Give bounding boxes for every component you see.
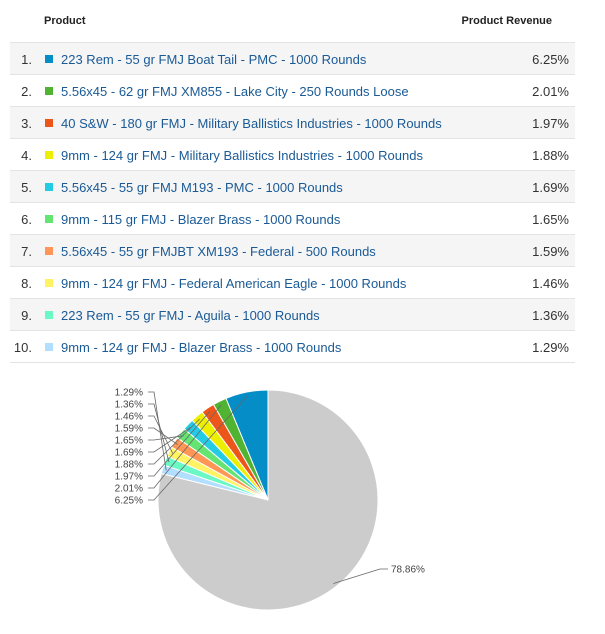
revenue-value: 1.36% <box>532 308 569 323</box>
slice-leader-line <box>148 395 248 501</box>
product-link[interactable]: 5.56x45 - 55 gr FMJBT XM193 - Federal - … <box>61 244 376 259</box>
color-swatch <box>45 55 53 63</box>
color-swatch <box>45 311 53 319</box>
table-row: 2. 5.56x45 - 62 gr FMJ XM855 - Lake City… <box>10 74 575 106</box>
color-swatch <box>45 215 53 223</box>
product-table: 1. 223 Rem - 55 gr FMJ Boat Tail - PMC -… <box>10 42 575 363</box>
product-link[interactable]: 40 S&W - 180 gr FMJ - Military Ballistic… <box>61 116 442 131</box>
table-row: 9. 223 Rem - 55 gr FMJ - Aguila - 1000 R… <box>10 298 575 330</box>
product-link[interactable]: 223 Rem - 55 gr FMJ Boat Tail - PMC - 10… <box>61 52 367 67</box>
revenue-value: 1.46% <box>532 276 569 291</box>
row-index: 1. <box>21 52 32 67</box>
slice-leader-line <box>148 391 167 471</box>
slice-leader-line <box>148 427 178 445</box>
slice-label: 6.25% <box>115 496 143 507</box>
table-row: 1. 223 Rem - 55 gr FMJ Boat Tail - PMC -… <box>10 42 575 74</box>
revenue-value: 1.59% <box>532 244 569 259</box>
slice-label: 1.46% <box>115 412 143 423</box>
product-link[interactable]: 9mm - 124 gr FMJ - Military Ballistics I… <box>61 148 423 163</box>
row-index: 7. <box>21 244 32 259</box>
table-row: 7. 5.56x45 - 55 gr FMJBT XM193 - Federal… <box>10 234 575 266</box>
slice-label: 1.65% <box>115 436 143 447</box>
slice-label: 1.29% <box>115 388 143 399</box>
slice-label: 2.01% <box>115 484 143 495</box>
color-swatch <box>45 247 53 255</box>
row-index: 6. <box>21 212 32 227</box>
slice-leader-line <box>148 404 222 489</box>
revenue-value: 6.25% <box>532 52 569 67</box>
slice-label: 1.97% <box>115 472 143 483</box>
slice-label: 78.86% <box>391 565 425 576</box>
table-row: 8. 9mm - 124 gr FMJ - Federal American E… <box>10 266 575 298</box>
slice-leader-line <box>148 418 200 465</box>
slice-label: 1.36% <box>115 400 143 411</box>
color-swatch <box>45 119 53 127</box>
column-header-product: Product <box>44 15 86 27</box>
table-row: 4. 9mm - 124 gr FMJ - Military Ballistic… <box>10 138 575 170</box>
slice-label: 1.88% <box>115 460 143 471</box>
slice-leader-line <box>148 435 184 441</box>
product-link[interactable]: 9mm - 115 gr FMJ - Blazer Brass - 1000 R… <box>61 212 341 227</box>
color-swatch <box>45 279 53 287</box>
pie-slice[interactable] <box>157 389 379 611</box>
revenue-value: 1.65% <box>532 212 569 227</box>
product-link[interactable]: 9mm - 124 gr FMJ - Blazer Brass - 1000 R… <box>61 340 342 355</box>
row-index: 10. <box>13 340 32 355</box>
table-row: 10. 9mm - 124 gr FMJ - Blazer Brass - 10… <box>10 330 575 363</box>
row-index: 5. <box>21 180 32 195</box>
revenue-value: 1.69% <box>532 180 569 195</box>
slice-label: 1.59% <box>115 424 143 435</box>
color-swatch <box>45 87 53 95</box>
slice-leader-line <box>148 426 192 453</box>
slice-leader-line <box>148 411 211 477</box>
revenue-value: 1.29% <box>532 340 569 355</box>
table-row: 3. 40 S&W - 180 gr FMJ - Military Ballis… <box>10 106 575 138</box>
product-link[interactable]: 223 Rem - 55 gr FMJ - Aguila - 1000 Roun… <box>61 308 320 323</box>
revenue-pie-chart: 6.25%2.01%1.97%1.88%1.69%1.65%1.59%1.46%… <box>115 388 425 611</box>
color-swatch <box>45 151 53 159</box>
row-index: 2. <box>21 84 32 99</box>
slice-leader-line <box>148 415 174 454</box>
row-index: 3. <box>21 116 32 131</box>
row-index: 4. <box>21 148 32 163</box>
product-link[interactable]: 9mm - 124 gr FMJ - Federal American Eagl… <box>61 276 407 291</box>
slice-leader-line <box>148 403 170 463</box>
column-header-product-revenue: Product Revenue <box>461 15 552 27</box>
revenue-value: 1.88% <box>532 148 569 163</box>
row-index: 9. <box>21 308 32 323</box>
color-swatch <box>45 183 53 191</box>
slice-label: 1.69% <box>115 448 143 459</box>
slice-leader-line <box>333 568 388 584</box>
row-index: 8. <box>21 276 32 291</box>
revenue-value: 1.97% <box>532 116 569 131</box>
revenue-value: 2.01% <box>532 84 569 99</box>
color-swatch <box>45 343 53 351</box>
product-link[interactable]: 5.56x45 - 55 gr FMJ M193 - PMC - 1000 Ro… <box>61 180 343 195</box>
table-row: 6. 9mm - 115 gr FMJ - Blazer Brass - 100… <box>10 202 575 234</box>
table-row: 5. 5.56x45 - 55 gr FMJ M193 - PMC - 1000… <box>10 170 575 202</box>
product-link[interactable]: 5.56x45 - 62 gr FMJ XM855 - Lake City - … <box>61 84 409 99</box>
table-header: Product Product Revenue <box>10 0 575 42</box>
